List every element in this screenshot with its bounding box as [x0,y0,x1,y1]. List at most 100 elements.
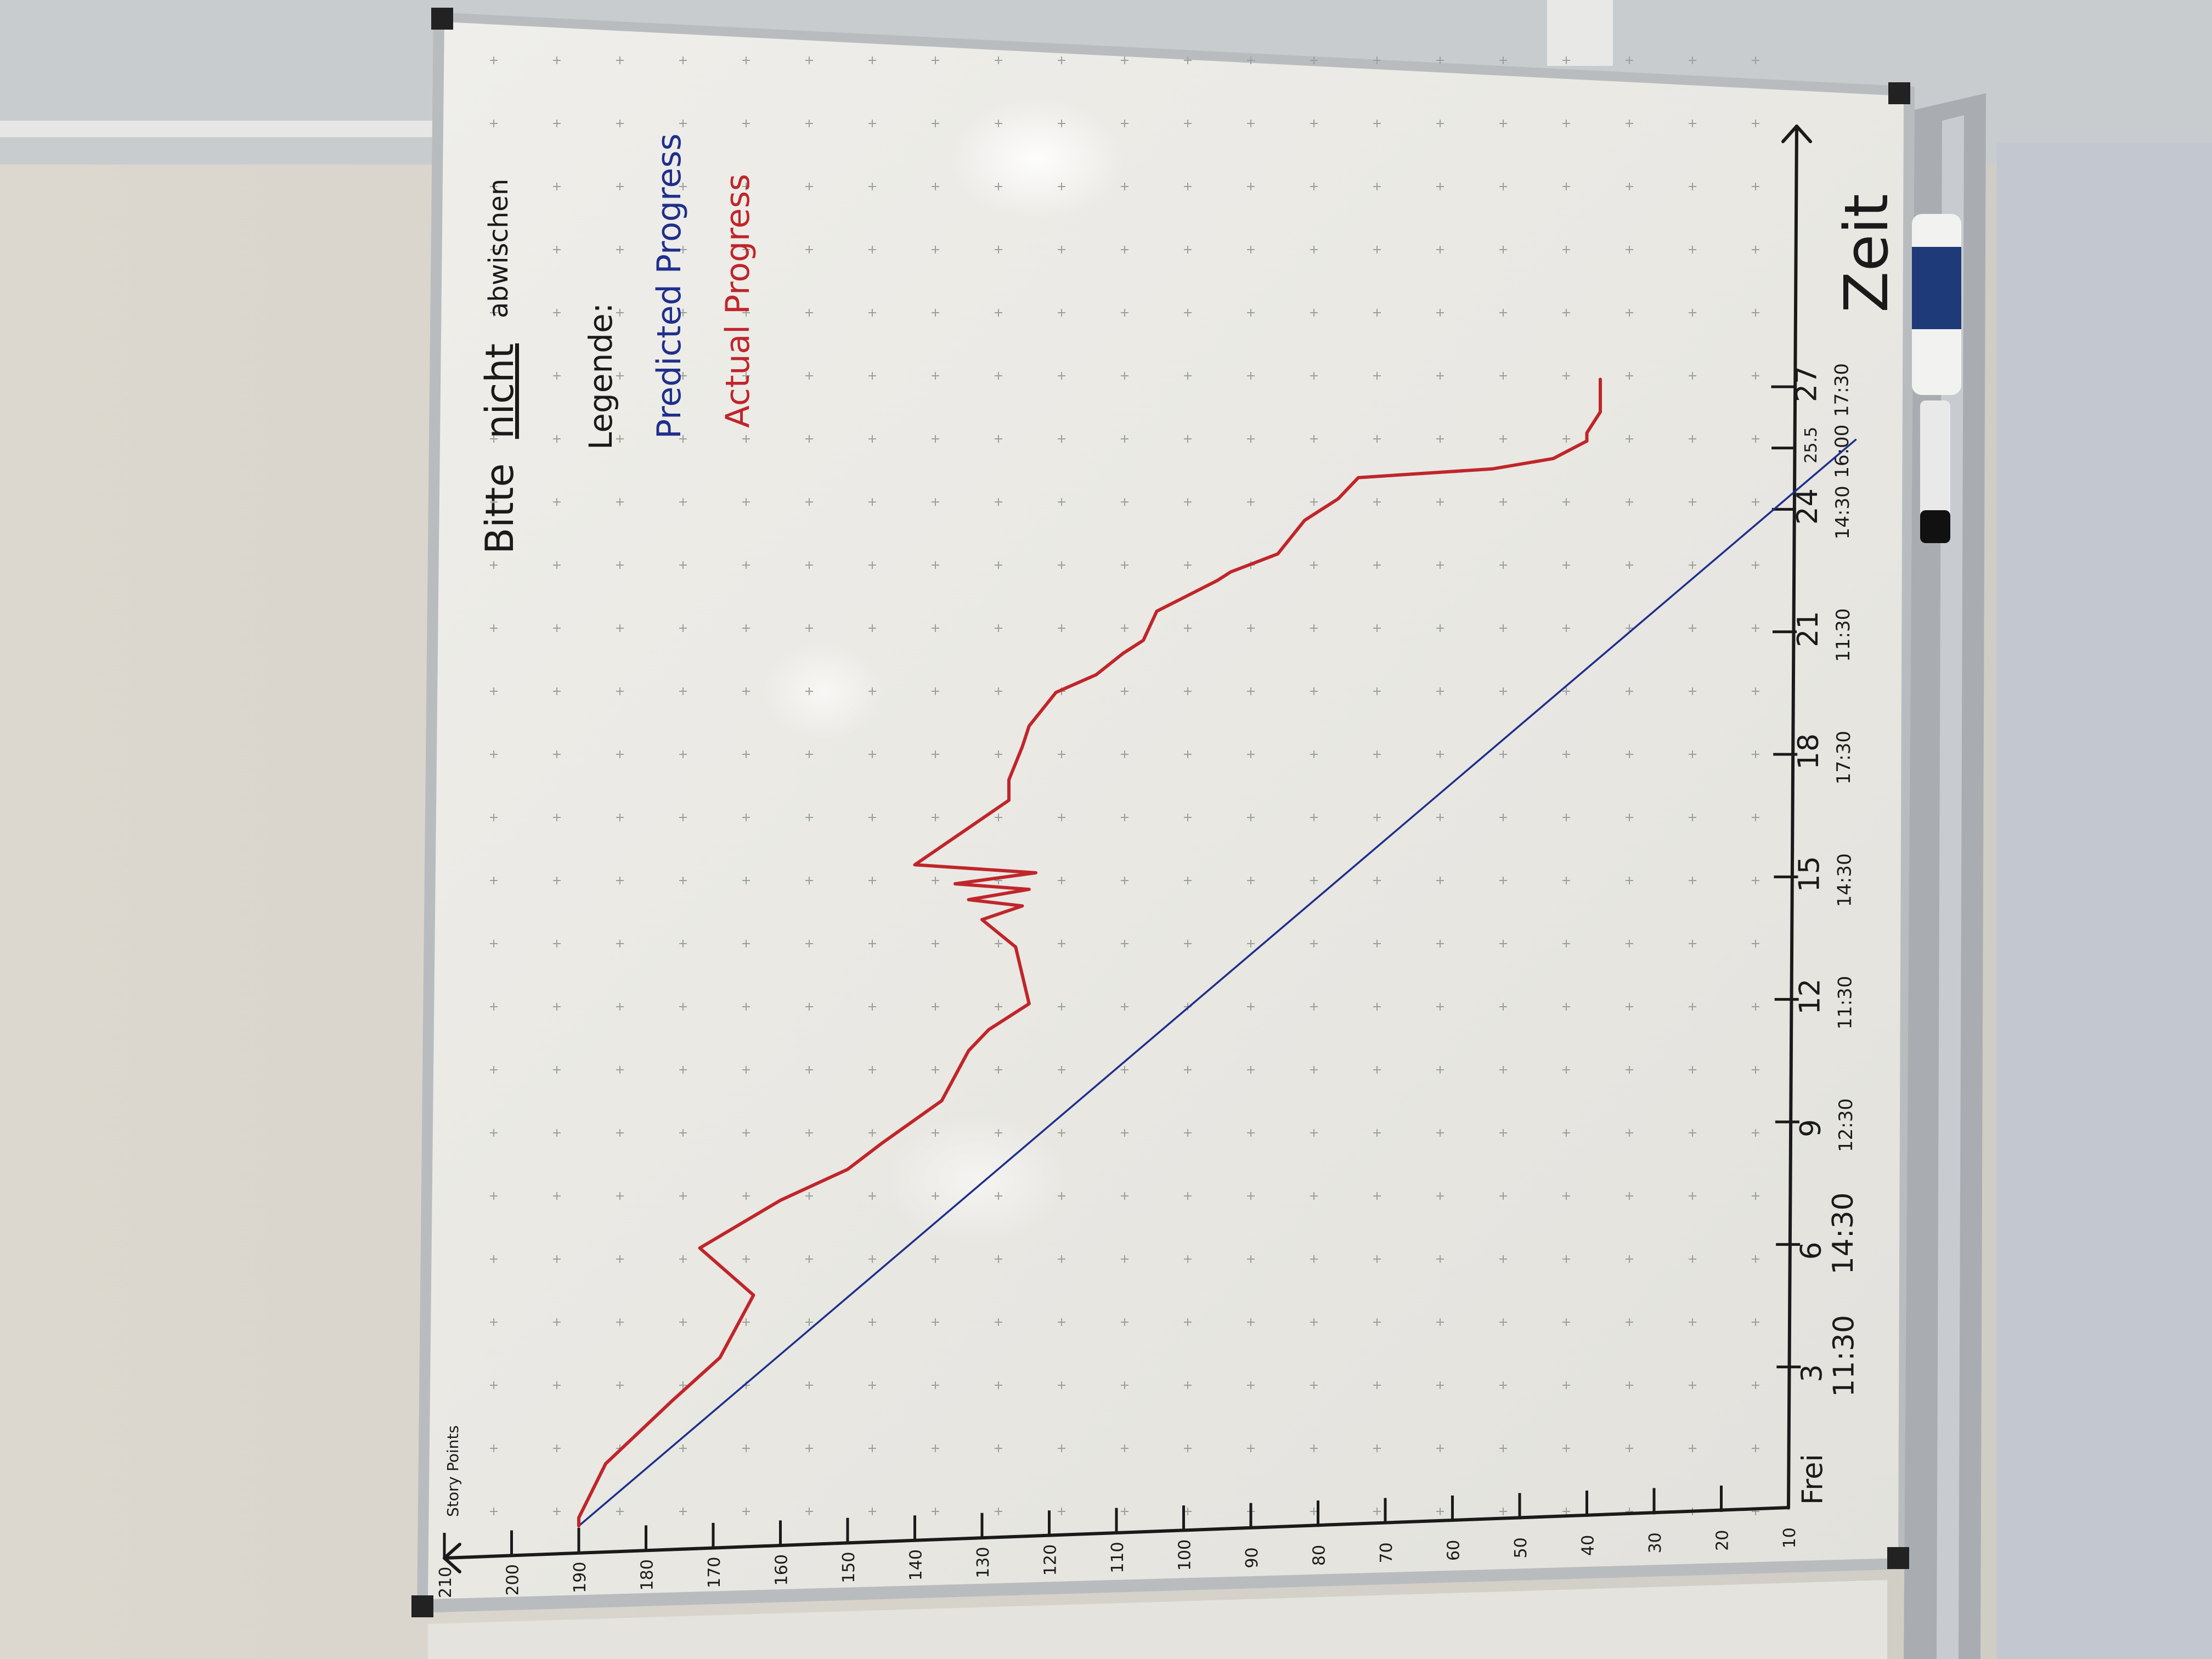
grid-cross [1247,751,1255,758]
y-tick-label: 110 [1108,1542,1127,1573]
grid-cross [1499,1381,1507,1389]
grid-cross [1247,1003,1255,1011]
grid-cross [1373,687,1381,695]
grid-cross [679,120,687,127]
grid-cross [553,1255,561,1263]
grid-cross [490,1255,498,1263]
grid-cross [742,183,750,190]
grid-cross [1752,814,1759,821]
grid-cross [1121,309,1128,317]
grid-cross [1184,246,1192,253]
grid-cross [932,1255,939,1263]
grid-cross [679,1066,687,1074]
grid-cross [868,57,876,64]
grid-cross [1626,435,1633,443]
grid-cross [1689,120,1696,127]
grid-cross [742,1003,750,1011]
grid-cross [490,1444,498,1452]
grid-cross [616,246,624,253]
grid-cross [995,1508,1002,1515]
grid-cross [616,1066,624,1074]
grid-cross [868,877,876,884]
grid-cross [1373,1129,1381,1137]
grid-cross [553,1318,561,1326]
grid-cross [553,309,561,317]
grid-cross [1310,1192,1318,1200]
right-wall [1997,143,2212,1659]
grid-cross [1310,751,1318,758]
grid-cross [616,309,624,317]
x-tick-day: 27 [1791,366,1824,402]
grid-cross [1562,1255,1570,1263]
grid-cross [1436,246,1444,253]
grid-cross [1310,561,1318,569]
grid-cross [1436,1318,1444,1326]
grid-cross [1499,1129,1507,1137]
grid-cross [1436,1255,1444,1263]
grid-cross [679,1255,687,1263]
grid-cross [1184,435,1192,443]
grid-cross [1626,687,1633,695]
grid-cross [616,561,624,569]
grid-cross [679,183,687,190]
grid-cross [1562,1508,1570,1515]
x-tick-time: 11:30 [1832,608,1854,662]
grid-cross [805,624,813,632]
frame-corner [1887,1547,1909,1569]
x-tick-day: 15 [1793,856,1826,892]
grid-cross [1310,1003,1318,1011]
grid-cross [868,1003,876,1011]
grid-cross [1499,877,1507,884]
grid-cross [932,372,939,380]
grid-cross [616,877,624,884]
grid-cross [868,1444,876,1452]
grid-cross [805,814,813,821]
grid-cross [1626,309,1633,317]
grid-cross [490,814,498,821]
grid-cross [1689,183,1696,190]
grid-cross [616,435,624,443]
grid-cross [1499,120,1507,127]
grid-cross [1752,183,1759,190]
grid-cross [1499,1444,1507,1452]
grid-cross [805,1192,813,1200]
lower-board [428,1580,1887,1659]
note-emphasis: nicht [477,343,522,439]
grid-cross [1247,1129,1255,1137]
grid-cross [490,435,498,443]
grid-cross [1121,751,1128,758]
y-tick-label: 130 [974,1547,993,1578]
grid-cross [1689,1444,1696,1452]
y-tick-label: 80 [1310,1545,1329,1566]
grid-cross [553,498,561,506]
grid-cross [1499,57,1507,64]
grid-cross [1247,498,1255,506]
legend-actual: Actual Progress [719,174,757,428]
grid-cross [490,120,498,127]
grid-cross [616,498,624,506]
grid-cross [679,372,687,380]
grid-cross [1058,1508,1065,1515]
grid-cross [1689,687,1696,695]
grid-cross [1562,1066,1570,1074]
y-tick-label: 190 [571,1562,590,1593]
grid-cross [995,940,1002,947]
grid-cross [1626,751,1633,758]
grid-cross [679,814,687,821]
grid-cross [1689,1318,1696,1326]
grid-cross [868,498,876,506]
grid-cross [1373,246,1381,253]
grid-cross [1436,1192,1444,1200]
grid-cross [1436,57,1444,64]
grid-cross [742,1066,750,1074]
grid-cross [616,624,624,632]
grid-cross [679,1192,687,1200]
grid-cross [1752,624,1759,632]
grid-cross [805,435,813,443]
grid-cross [679,1508,687,1515]
grid-cross [995,1192,1002,1200]
x-tick-day: 18 [1792,733,1825,770]
grid-cross [679,561,687,569]
grid-cross [1499,1318,1507,1326]
grid-cross [553,751,561,758]
